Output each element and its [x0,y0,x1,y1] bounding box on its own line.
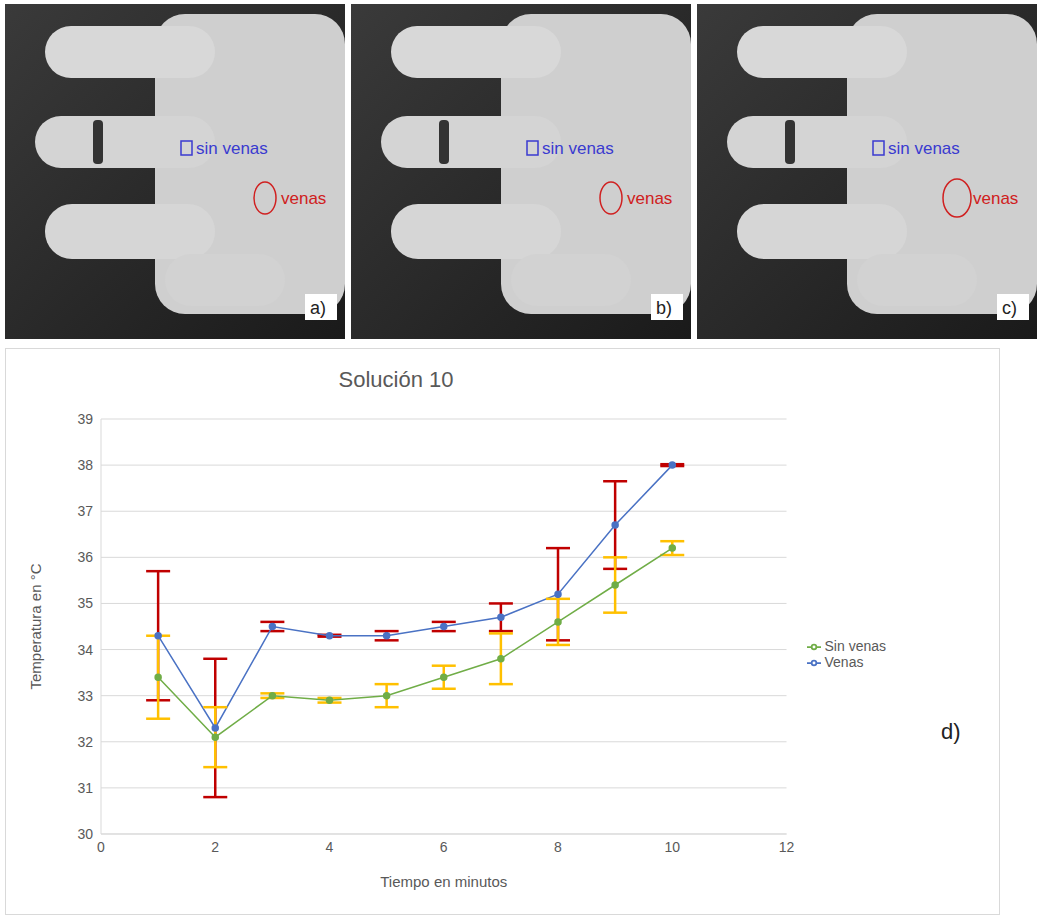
svg-text:38: 38 [77,457,93,473]
svg-text:36: 36 [77,549,93,565]
svg-text:c): c) [1002,298,1017,318]
svg-text:Temperatura en °C: Temperatura en °C [27,563,44,689]
html-text:Venas: Venas [824,654,864,670]
svg-text:a): a) [310,298,326,318]
svg-text:venas: venas [281,189,326,208]
svg-text:10: 10 [664,839,680,855]
svg-text:Tiempo en minutos: Tiempo en minutos [380,873,507,890]
svg-text:31: 31 [77,780,93,796]
html-text:d): d) [941,719,961,744]
svg-text:8: 8 [554,839,562,855]
svg-text:sin venas: sin venas [196,139,268,158]
svg-text:venas: venas [973,189,1018,208]
svg-text:39: 39 [77,411,93,427]
svg-text:venas: venas [627,189,672,208]
svg-text:b): b) [656,298,672,318]
svg-text:12: 12 [779,839,795,855]
svg-text:33: 33 [77,688,93,704]
svg-text:0: 0 [97,839,105,855]
html-text:Solución 10: Solución 10 [338,367,454,392]
svg-text:sin venas: sin venas [542,139,614,158]
svg-text:37: 37 [77,503,93,519]
svg-text:30: 30 [77,826,93,842]
html-text:Sin venas: Sin venas [824,637,886,654]
svg-text:4: 4 [326,839,334,855]
svg-text:34: 34 [77,642,93,658]
svg-text:32: 32 [77,734,93,750]
svg-text:sin venas: sin venas [888,139,960,158]
svg-text:2: 2 [211,839,219,855]
svg-text:6: 6 [440,839,448,855]
svg-text:35: 35 [77,595,93,611]
